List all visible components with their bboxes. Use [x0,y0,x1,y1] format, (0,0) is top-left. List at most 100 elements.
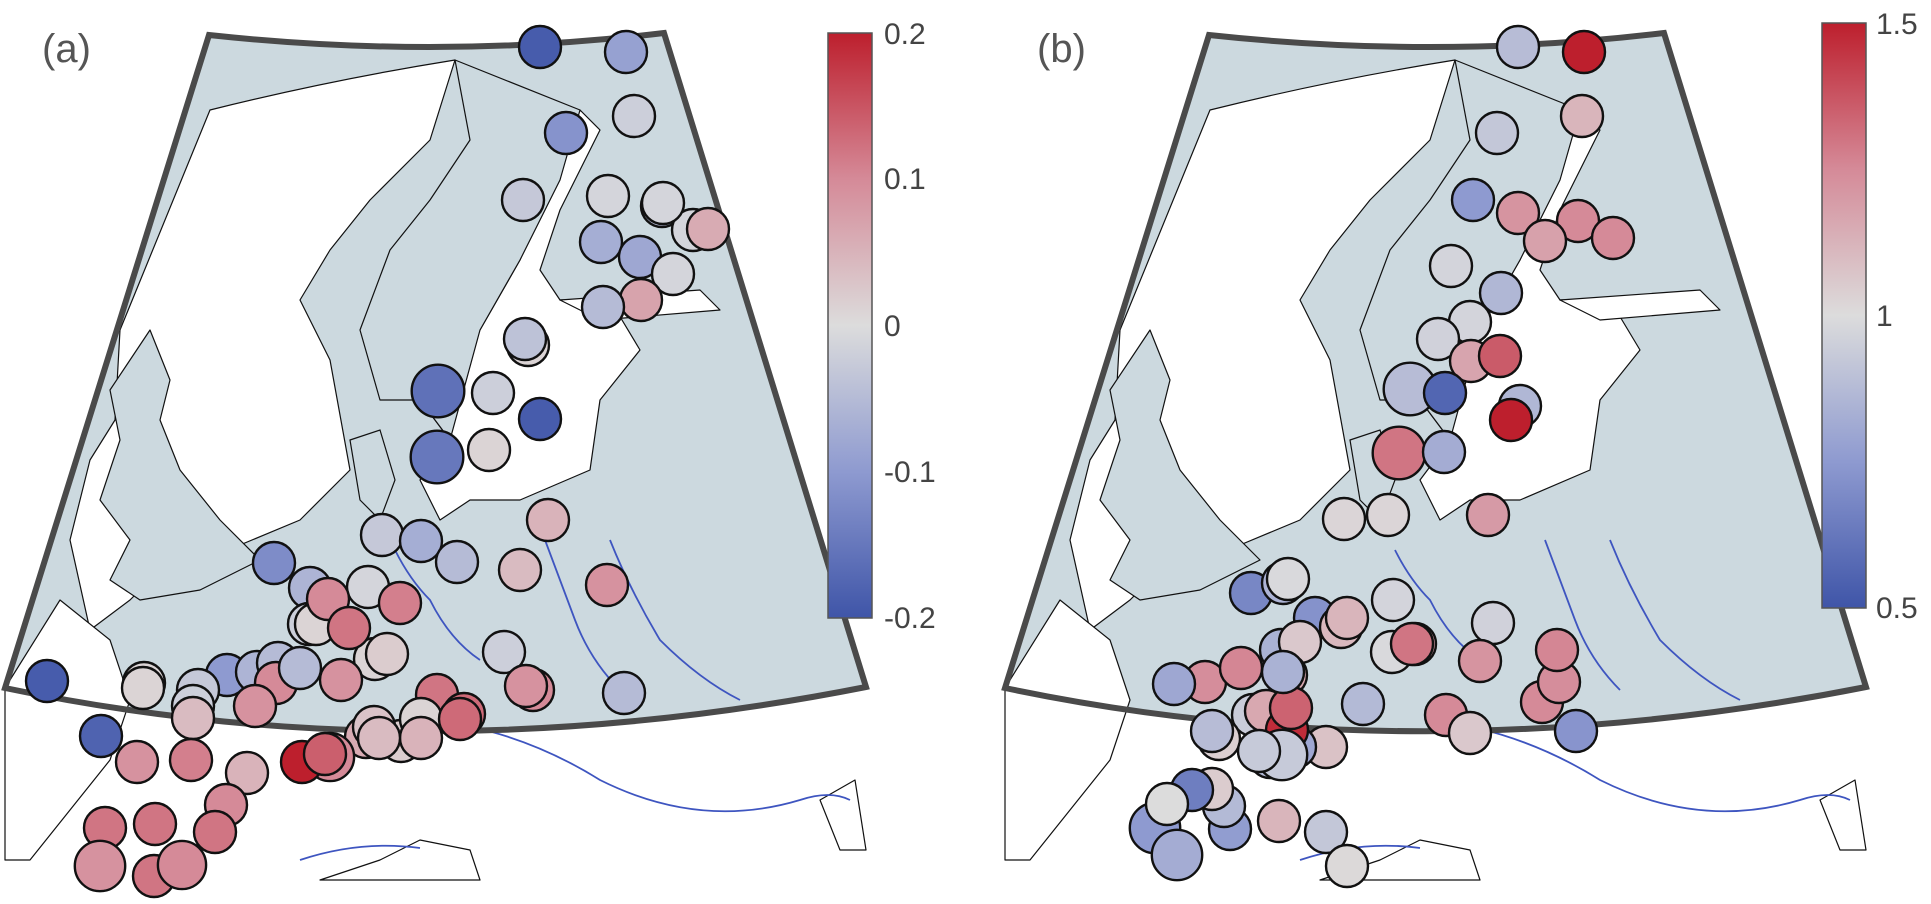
station-marker [359,512,405,558]
station-marker [601,670,647,716]
panel-b-map: (b) 1.5 1 0.5 [1001,8,1918,889]
station-marker [437,696,483,742]
station-marker [73,839,127,893]
station-marker [156,839,208,891]
colorbar-a-tick-4: -0.2 [884,602,936,635]
station-marker [640,180,686,226]
station-marker [1340,681,1386,727]
station-marker [1457,638,1503,684]
colorbar-a-tick-3: -0.1 [884,456,936,489]
panel-label-a: (a) [42,27,91,71]
station-marker [1151,661,1197,707]
station-marker [410,363,466,419]
stations-a [24,24,731,899]
station-marker [1559,93,1605,139]
colorbar-b-gradient [1821,22,1867,609]
station-marker [364,631,410,677]
station-marker [685,206,731,252]
station-marker [1422,370,1468,416]
station-marker [1324,595,1370,641]
station-marker [251,540,297,586]
station-marker [114,739,160,785]
station-marker [578,219,624,265]
station-marker [1268,685,1314,731]
station-marker [78,713,124,759]
station-marker [398,518,444,564]
colorbar-b-tick-2: 0.5 [1876,592,1918,625]
stations-b [1128,24,1636,889]
station-marker [170,695,216,741]
station-marker [650,251,696,297]
colorbar-a-gradient [827,32,873,619]
station-marker [232,683,278,729]
station-marker [377,580,423,626]
station-marker [1218,645,1264,691]
station-marker [1324,843,1370,889]
station-marker [1477,333,1523,379]
colorbar-b: 1.5 1 0.5 [1821,8,1918,625]
colorbar-a: 0.2 0.1 0 -0.1 -0.2 [827,18,936,635]
station-marker [1534,627,1580,673]
station-marker [1495,24,1541,70]
station-marker [1450,177,1496,223]
colorbar-b-tick-1: 1 [1876,300,1893,333]
station-marker [1447,710,1493,756]
station-marker [277,645,323,691]
station-marker [618,277,664,323]
station-marker [1465,492,1511,538]
station-marker [120,665,166,711]
station-marker [543,110,589,156]
station-marker [525,497,571,543]
station-marker [1495,190,1541,236]
colorbar-b-tick-0: 1.5 [1876,8,1918,41]
station-marker [24,658,70,704]
station-marker [611,93,657,139]
station-marker [1474,110,1520,156]
colorbar-a-tick-2: 0 [884,310,901,343]
station-marker [497,547,543,593]
colorbar-a-tick-0: 0.2 [884,18,926,51]
station-marker [1478,270,1524,316]
station-marker [585,173,631,219]
station-marker [1470,600,1516,646]
station-marker [1189,708,1235,754]
station-marker [1428,243,1474,289]
station-marker [1256,798,1302,844]
station-marker [1321,496,1367,542]
station-marker [1365,492,1411,538]
panel-label-b: (b) [1037,27,1086,71]
station-marker [434,539,480,585]
station-marker [1144,781,1190,827]
station-marker [409,429,465,485]
station-marker [168,737,214,783]
station-marker [1265,556,1311,602]
station-marker [517,24,563,70]
station-marker [502,316,548,362]
station-marker [318,657,364,703]
station-marker [192,809,238,855]
station-marker [1371,425,1427,481]
station-marker [1303,809,1349,855]
station-marker [326,605,372,651]
colorbar-a-tick-1: 0.1 [884,163,926,196]
station-marker [1421,429,1467,475]
station-marker [466,427,512,473]
station-marker [1260,649,1306,695]
station-marker [1236,728,1282,774]
station-marker [503,663,549,709]
station-marker [1590,215,1636,261]
station-marker [580,284,626,330]
station-marker [500,177,546,223]
station-marker [1150,828,1204,882]
panel-a-map: (a) 0.2 0.1 0 -0.1 -0.2 [1,18,936,899]
station-marker [356,715,402,761]
station-marker [1370,577,1416,623]
station-marker [224,750,270,796]
station-marker [1522,218,1568,264]
station-marker [1488,397,1534,443]
station-marker [302,731,348,777]
station-marker [132,801,178,847]
station-marker [517,396,563,442]
station-marker [603,29,649,75]
